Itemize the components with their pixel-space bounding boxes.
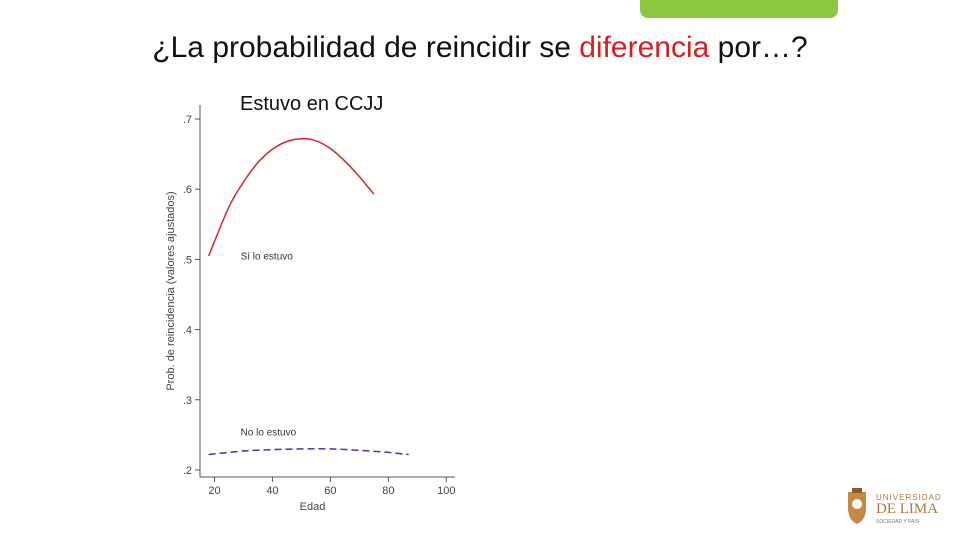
y-tick-label: .6 [183, 184, 192, 196]
x-tick-label: 60 [324, 485, 336, 497]
y-tick-label: .3 [183, 395, 192, 407]
series-line-2 [208, 448, 409, 456]
header-accent-tab [640, 0, 838, 18]
series-annotation-2: No lo estuvo [241, 428, 297, 439]
y-tick-label: .7 [183, 114, 192, 126]
title-text-end: por…? [709, 31, 808, 64]
logo-line-2: DE LIMA [876, 501, 939, 517]
slide-title: ¿La probabilidad de reincidir se diferen… [0, 28, 960, 68]
crest-icon [848, 488, 866, 524]
x-tick-label: 80 [382, 485, 394, 497]
x-tick-label: 100 [437, 485, 455, 497]
y-tick-label: .5 [183, 254, 192, 266]
logo-line-3: SOCIEDAD Y PAIS [876, 519, 920, 525]
y-axis-label: Prob. de reincidencia (valores ajustados… [165, 191, 177, 390]
title-highlight: diferencia [579, 31, 710, 64]
x-tick-label: 40 [266, 485, 278, 497]
title-text-start: ¿La probabilidad de reincidir se [152, 31, 580, 64]
series-annotation-1: Sí lo estuvo [241, 251, 294, 262]
logo-line-1: UNIVERSIDAD [876, 493, 942, 502]
university-logo: UNIVERSIDAD DE LIMA SOCIEDAD Y PAIS [842, 488, 954, 528]
x-axis-label: Edad [300, 501, 326, 513]
y-tick-label: .2 [183, 465, 192, 477]
series-line-1 [207, 137, 375, 257]
y-tick-label: .4 [183, 325, 192, 337]
x-tick-label: 20 [208, 485, 220, 497]
line-chart: .2 .3 .4 .5 .6 .7 20 40 60 80 100 Edad Prob. de rein… [165, 105, 455, 513]
chart-subtitle: Estuvo en CCJJ [240, 93, 384, 115]
